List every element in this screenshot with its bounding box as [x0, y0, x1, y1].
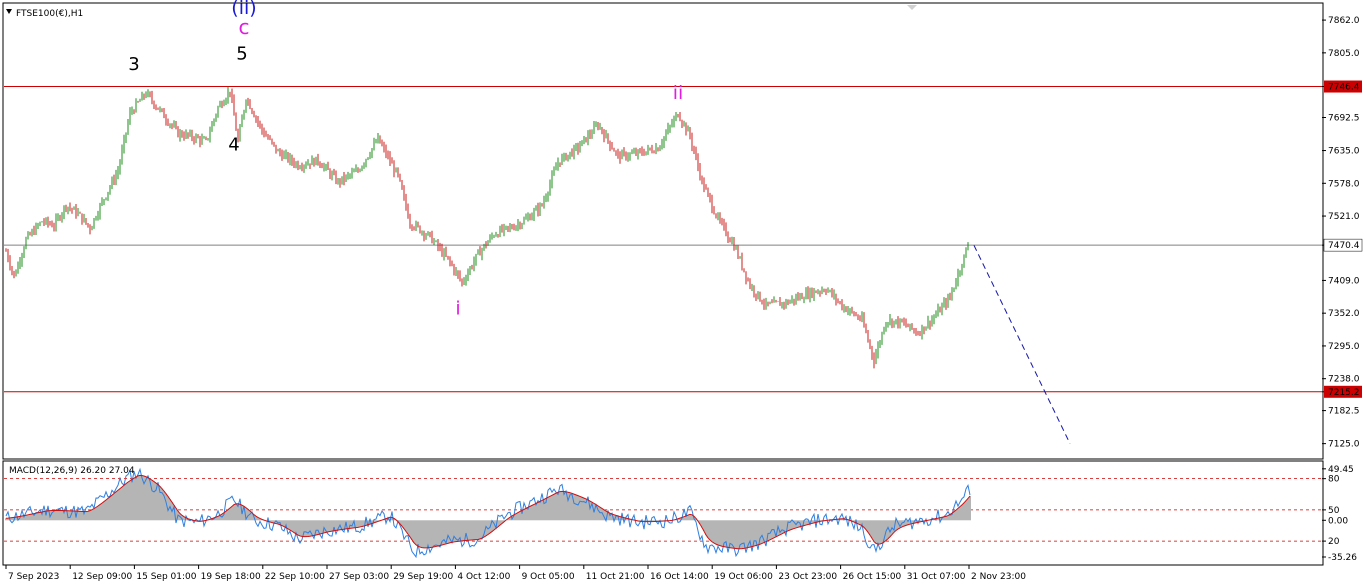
time-tick-label: 19 Oct 06:00: [714, 572, 773, 582]
wave-label: c: [239, 15, 250, 39]
macd-plot-frame: [2, 460, 1324, 566]
macd-tick-label: 80: [1328, 475, 1340, 485]
price-tick-label: 7805.0: [1328, 49, 1360, 59]
projection-dashed-line: [973, 245, 1071, 444]
time-tick-label: 16 Oct 14:00: [650, 572, 709, 582]
price-tick-label: 7125.0: [1328, 440, 1360, 450]
macd-tick-label: 49.45: [1328, 465, 1354, 475]
wave-label: i: [455, 297, 460, 319]
time-tick-label: 31 Oct 07:00: [907, 572, 966, 582]
wave-label: 3: [128, 54, 139, 75]
price-level-tag: [1323, 238, 1363, 252]
shift-marker-icon[interactable]: [907, 5, 917, 10]
time-tick-label: 27 Sep 03:00: [329, 572, 389, 582]
price-tick-label: 7470.4: [1328, 241, 1360, 251]
price-tick-label: 7215.2: [1328, 388, 1360, 398]
price-tick-label: 7238.0: [1328, 375, 1360, 385]
wave-label: 5: [236, 44, 247, 65]
price-tick-label: 7352.0: [1328, 309, 1360, 319]
price-tick-label: 7692.5: [1328, 114, 1360, 124]
wave-label: 4: [228, 135, 239, 156]
macd-tick-label: 0.00: [1328, 516, 1348, 526]
price-tick-label: 7635.0: [1328, 147, 1360, 157]
time-tick-label: 29 Sep 19:00: [393, 572, 453, 582]
macd-title: MACD(12,26,9) 26.20 27.04: [9, 466, 135, 476]
projection-line: [973, 245, 1071, 444]
price-tick-label: 7182.5: [1328, 407, 1360, 417]
price-tick-label: 7295.0: [1328, 342, 1360, 352]
chart-title: FTSE100(€),H1: [16, 9, 83, 19]
price-tick-label: 7409.0: [1328, 276, 1360, 286]
price-tick-label: 7521.0: [1328, 212, 1360, 222]
price-level-tag: [1324, 385, 1362, 398]
price-axis: 7862.0 7805.0 7746.4 7692.5 7635.0 7578.0 7521…: [1322, 16, 1363, 450]
time-tick-label: 19 Sep 18:00: [201, 572, 261, 582]
macd-line: [5, 467, 971, 559]
time-tick-label: 7 Sep 2023: [8, 572, 59, 582]
macd-tick-label: 50: [1328, 506, 1340, 516]
time-tick-label: 9 Oct 05:00: [522, 572, 575, 582]
macd-tick-label: -35.26: [1328, 553, 1357, 563]
time-tick-label: 12 Sep 09:00: [72, 572, 132, 582]
horizontal-levels: [4, 86, 1322, 393]
time-tick-label: 23 Oct 23:00: [778, 572, 837, 582]
wave-label: (ii): [231, 0, 256, 19]
time-tick-label: 26 Oct 15:00: [843, 572, 902, 582]
price-level-tag: [1324, 80, 1362, 93]
time-tick-label: 4 Oct 12:00: [457, 572, 510, 582]
macd-signal-line: [5, 474, 971, 550]
time-tick-label: 11 Oct 21:00: [586, 572, 645, 582]
price-tick-label: 7578.0: [1328, 179, 1360, 189]
time-axis: 7 Sep 2023 12 Sep 09:00 15 Sep 01:00 19 Sep…: [5, 565, 1026, 582]
time-tick-label: 2 Nov 23:00: [971, 572, 1026, 582]
macd-tick-label: 20: [1328, 537, 1340, 547]
main-plot-frame: [2, 2, 1324, 460]
menu-arrow-icon[interactable]: [6, 9, 12, 14]
time-tick-label: 15 Sep 01:00: [136, 572, 196, 582]
price-candles: [5, 86, 969, 369]
price-tick-label: 7862.0: [1328, 16, 1360, 26]
time-tick-label: 22 Sep 10:00: [265, 572, 325, 582]
wave-label: ii: [673, 82, 684, 104]
price-tick-label: 7746.4: [1328, 83, 1360, 93]
